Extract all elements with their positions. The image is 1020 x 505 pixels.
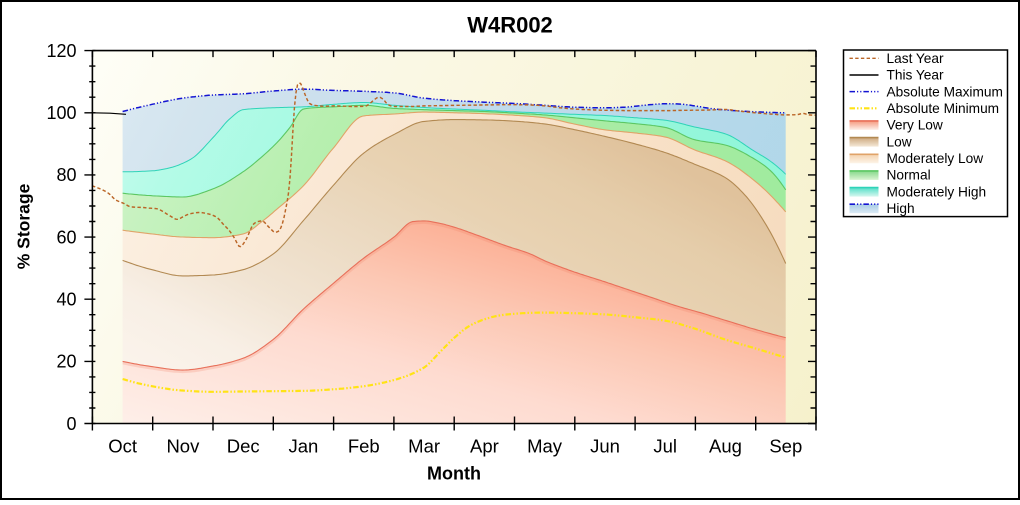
svg-text:High: High (887, 201, 915, 216)
svg-text:% Storage: % Storage (14, 183, 34, 269)
svg-text:Normal: Normal (887, 168, 931, 183)
svg-text:Moderately Low: Moderately Low (887, 151, 984, 166)
svg-text:20: 20 (56, 352, 76, 372)
svg-text:Jun: Jun (590, 435, 620, 456)
svg-text:Jan: Jan (288, 435, 318, 456)
svg-text:Jul: Jul (653, 435, 677, 456)
svg-text:This Year: This Year (887, 68, 945, 83)
svg-text:Low: Low (887, 134, 912, 149)
svg-text:Absolute Maximum: Absolute Maximum (887, 84, 1003, 99)
svg-text:Feb: Feb (348, 435, 380, 456)
svg-text:Sep: Sep (769, 435, 802, 456)
svg-text:100: 100 (46, 103, 76, 123)
svg-text:Moderately High: Moderately High (887, 184, 987, 199)
svg-text:80: 80 (56, 165, 76, 185)
svg-text:Last Year: Last Year (887, 51, 945, 66)
svg-text:May: May (527, 435, 563, 456)
svg-text:Very Low: Very Low (887, 118, 943, 133)
svg-text:Aug: Aug (709, 435, 742, 456)
svg-text:Dec: Dec (227, 435, 260, 456)
svg-text:Oct: Oct (108, 435, 137, 456)
svg-text:40: 40 (56, 290, 76, 310)
svg-text:120: 120 (46, 41, 76, 61)
svg-text:W4R002: W4R002 (467, 12, 553, 37)
svg-text:Absolute Minimum: Absolute Minimum (887, 101, 1000, 116)
svg-text:0: 0 (66, 414, 76, 434)
svg-text:Month: Month (427, 463, 481, 483)
svg-text:Mar: Mar (408, 435, 440, 456)
svg-text:60: 60 (56, 227, 76, 247)
svg-text:Nov: Nov (166, 435, 200, 456)
svg-text:Apr: Apr (470, 435, 499, 456)
